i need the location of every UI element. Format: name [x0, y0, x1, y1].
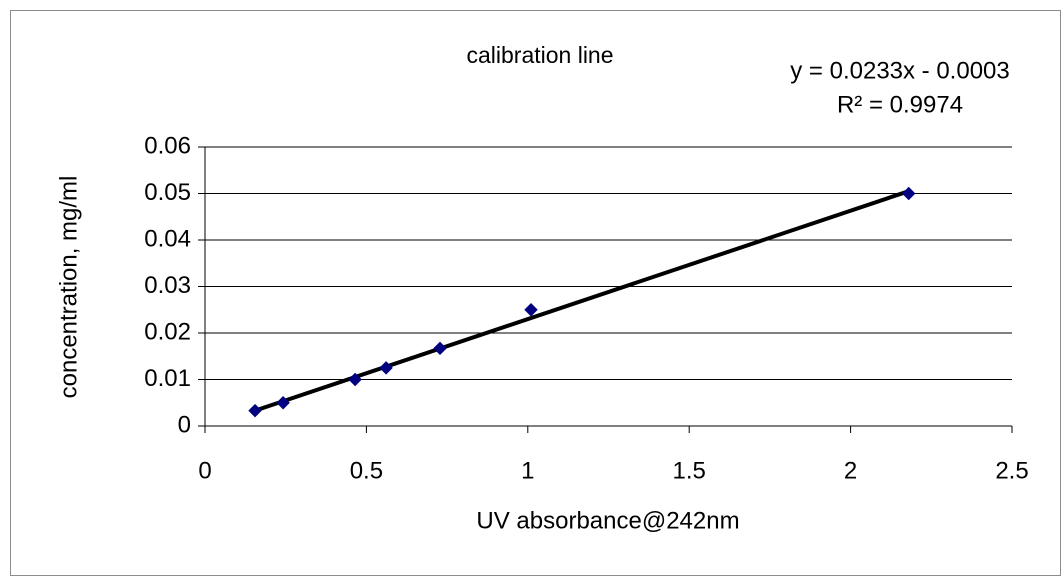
marker [379, 361, 393, 375]
r-squared: R² = 0.9974 [837, 91, 963, 118]
chart-frame [10, 10, 1061, 576]
y-tick-label: 0.02 [144, 318, 191, 345]
y-tick-label: 0.03 [144, 272, 191, 299]
marker [348, 372, 362, 387]
x-tick-label: 2.5 [995, 457, 1028, 484]
trendline [254, 189, 910, 413]
y-tick-label: 0.04 [144, 225, 191, 252]
y-tick-label: 0.06 [144, 132, 191, 159]
y-tick-label: 0 [178, 411, 191, 438]
y-tick-label: 0.01 [144, 365, 191, 392]
marker [248, 403, 262, 418]
x-tick-label: 0.5 [350, 457, 383, 484]
equation: y = 0.0233x - 0.0003 [790, 57, 1010, 84]
marker [433, 341, 447, 356]
x-tick-label: 2 [844, 457, 857, 484]
x-tick-label: 1 [521, 457, 534, 484]
marker [901, 186, 916, 201]
marker [524, 303, 538, 317]
y-axis-label: concentration, mg/ml [55, 176, 82, 399]
chart-title: calibration line [466, 42, 613, 68]
marker [276, 396, 290, 410]
x-axis-label: UV absorbance@242nm [476, 507, 739, 534]
y-tick-label: 0.05 [144, 179, 191, 206]
x-tick-label: 1.5 [673, 457, 706, 484]
x-tick-label: 0 [198, 457, 211, 484]
